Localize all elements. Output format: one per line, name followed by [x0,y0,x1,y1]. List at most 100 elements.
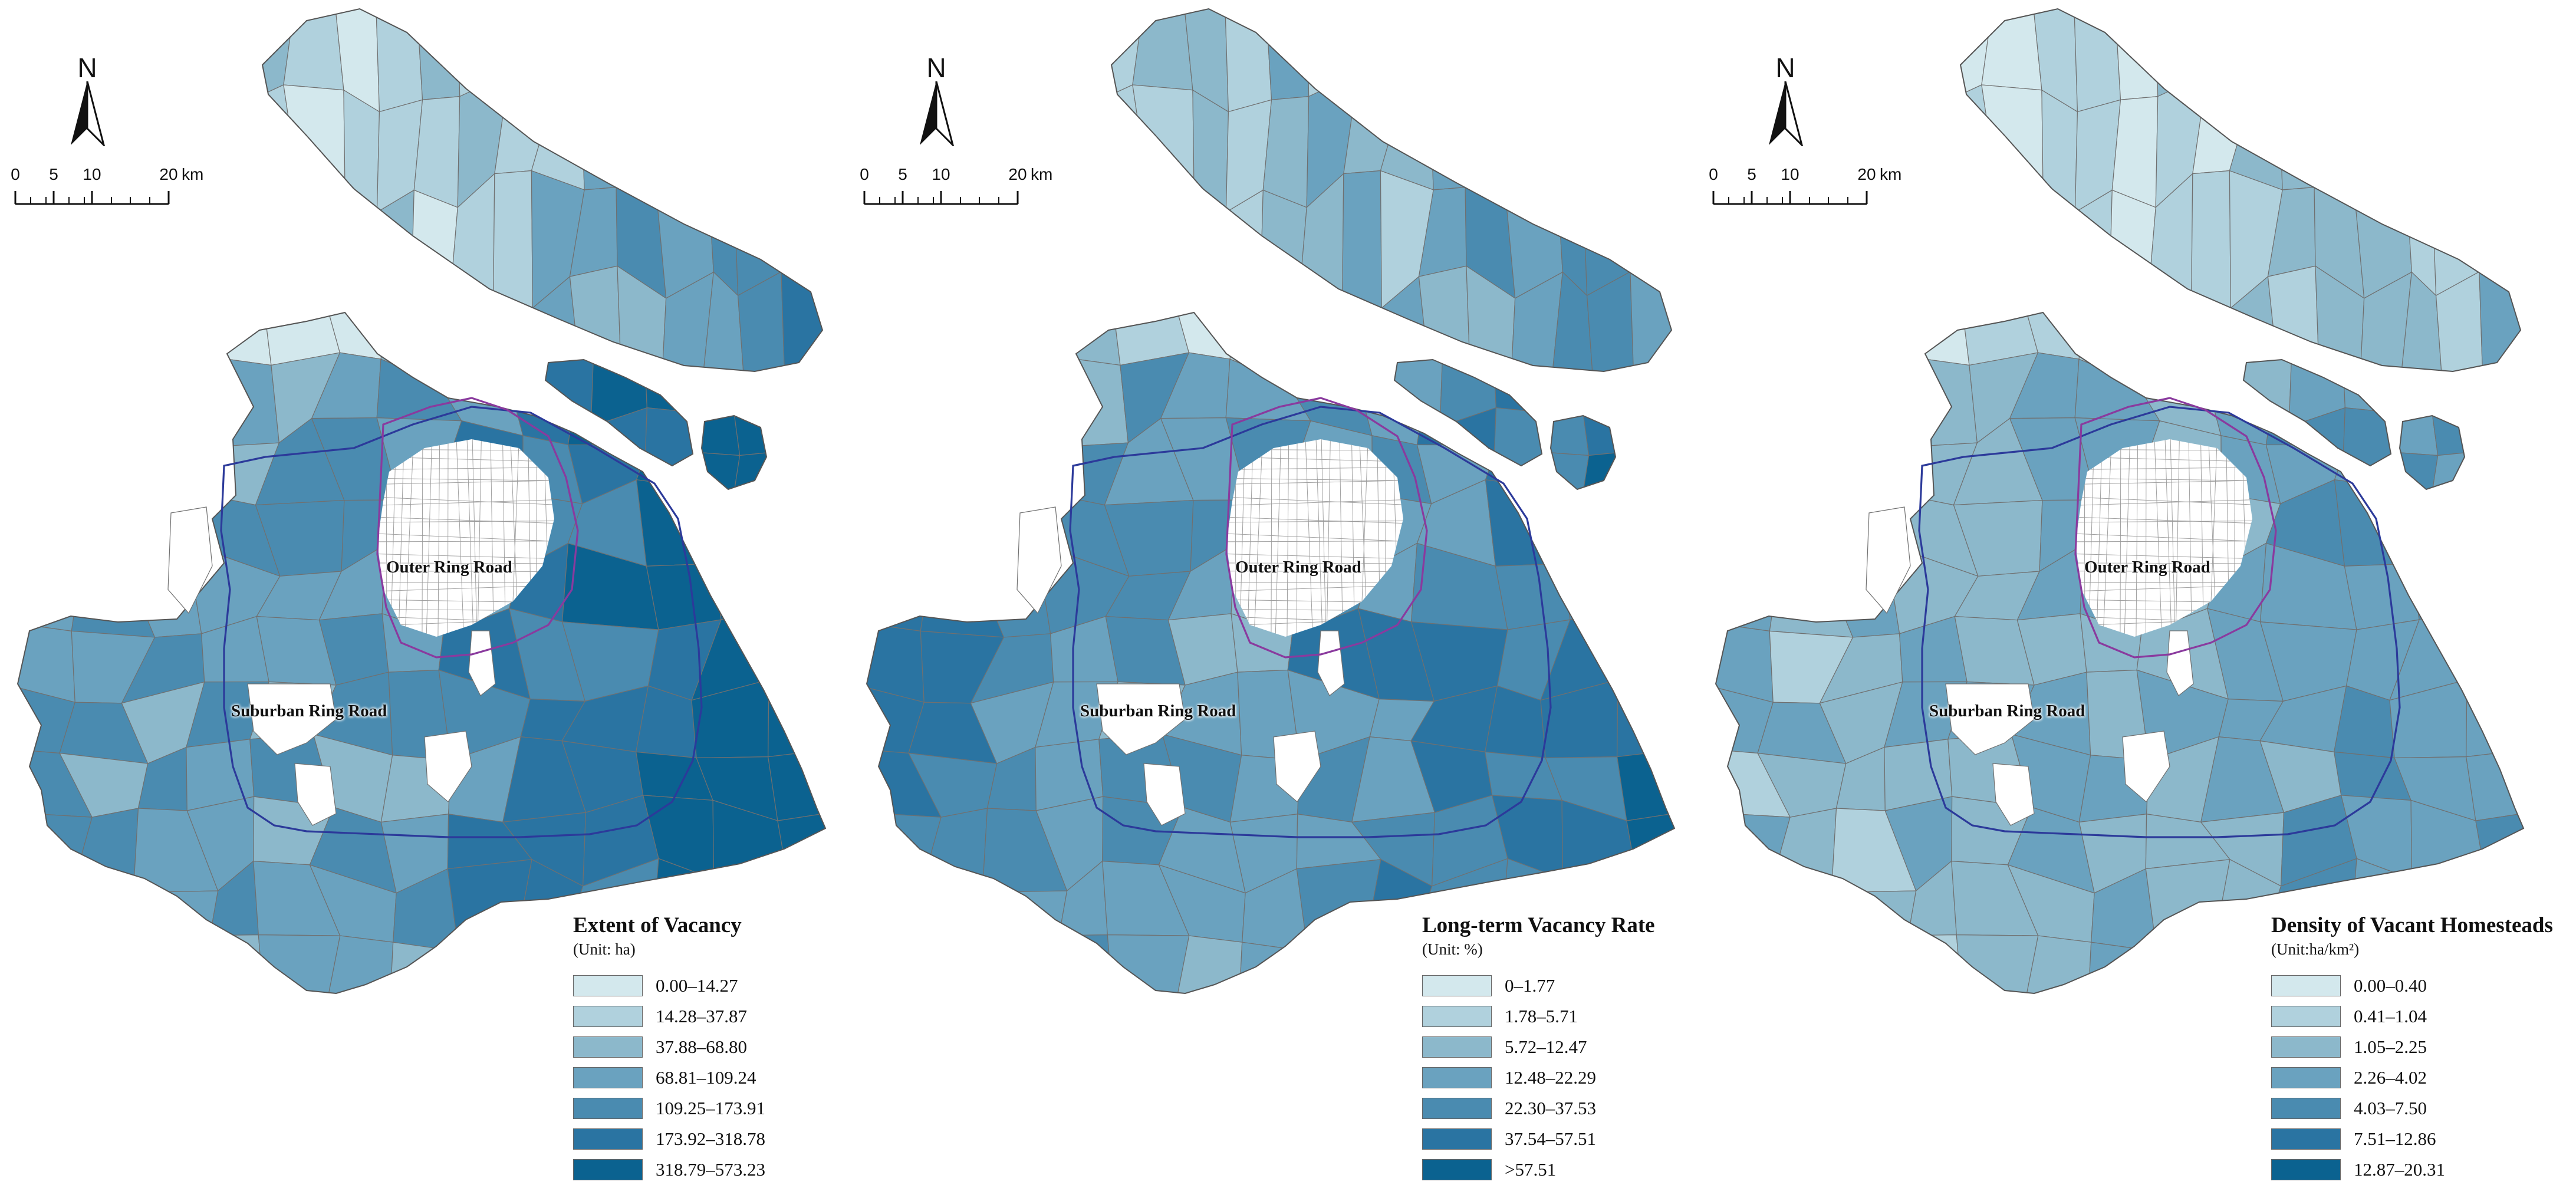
legend-item: 12.48–22.29 [1422,1062,1752,1093]
legend-item: 4.03–7.50 [2271,1093,2576,1124]
urban-core [1226,439,1403,637]
district-polygon [867,432,922,501]
district-polygon [761,559,825,624]
district-polygon [620,9,666,124]
district-polygon [733,452,766,489]
district-polygon [766,496,825,564]
district-polygon [18,432,73,501]
district-polygon [1772,936,1851,993]
no-data-area [424,730,472,802]
legend-item: 37.54–57.51 [1422,1124,1752,1154]
district-polygon [1287,312,1366,384]
district-polygon [1238,942,1308,993]
district-polygon [2353,87,2409,215]
legend-item: 1.05–2.25 [2271,1032,2576,1062]
district-polygon [389,942,459,993]
district-polygon [2237,9,2280,110]
district-polygon [1035,353,1129,449]
district-polygon [1583,416,1616,456]
district-polygon [913,499,996,575]
legend-swatch [2271,1036,2341,1058]
district-polygon [2196,9,2248,110]
district-polygon [343,89,380,213]
no-data-area [468,630,496,696]
district-polygon [18,938,77,993]
legend-item: 2.26–4.02 [2271,1062,2576,1093]
district-polygon [71,363,139,442]
legend-label: 1.78–5.71 [1505,1006,1578,1026]
scale-bar-ruler [14,191,170,205]
legend-label: 37.88–68.80 [656,1036,747,1057]
legend-swatch [573,1067,643,1088]
legend-swatch [573,1159,643,1180]
district-polygon [438,312,517,384]
district-polygon [2432,452,2465,489]
legend-label: 4.03–7.50 [2354,1098,2427,1118]
legend-label: 2.26–4.02 [2354,1067,2427,1088]
district-polygon [18,312,80,371]
district-polygon [71,564,156,638]
district-polygon [1430,104,1473,190]
district-polygon [580,9,624,124]
district-polygon [867,496,930,575]
land-outline [866,311,1676,995]
district-polygon [1306,9,1358,97]
north-arrow: N [64,54,111,149]
no-data-area [1945,683,2035,755]
legend-item: 14.28–37.87 [573,1001,903,1032]
district-polygon [1769,363,1837,442]
district-polygon [1981,84,2044,208]
land-outline [1715,311,2525,995]
district-polygon [1429,9,1473,124]
district-polygon [1296,859,1381,952]
no-data-area [2122,730,2170,802]
district-polygon [18,873,77,955]
scale-tick-20: 20 [159,165,178,183]
district-polygon [867,369,929,437]
legend-item: 318.79–573.23 [573,1154,903,1185]
district-polygon [662,9,703,113]
map-canvas [866,8,1676,995]
district-polygon [734,93,792,203]
district-polygon [539,9,582,110]
district-polygon [975,312,1051,364]
legend: Long-term Vacancy Rate (Unit: %) 0–1.77 … [1422,913,1752,1185]
district-polygon [74,936,153,993]
district-polygon [1824,353,1889,449]
district-polygon [1960,191,2001,285]
district-polygon [1716,812,1791,877]
legend-swatch [1422,1159,1492,1180]
district-polygon [1583,93,1641,203]
land-outline [1393,358,1543,467]
district-polygon [1550,111,1588,215]
district-polygon [2334,479,2416,567]
district-polygon [1111,191,1152,285]
district-polygon [2410,563,2466,620]
legend-label: 5.72–12.47 [1505,1036,1587,1057]
district-polygon [1899,934,1963,993]
district-polygon [189,312,272,366]
district-polygon [925,873,1002,955]
map-canvas [17,8,827,995]
district-polygon [65,436,146,501]
district-polygon [1762,499,1845,575]
map-panel-density-of-vacant-homesteads: N 0 5 10 20 km Outer Ring Road Suburban … [1698,0,2557,1198]
legend-swatch [573,1128,643,1150]
legend: Extent of Vacancy (Unit: ha) 0.00–14.27 … [573,913,903,1185]
district-polygon [447,859,532,952]
legend-item: 173.92–318.78 [573,1124,903,1154]
district-polygon [1623,93,1672,192]
scale-tick-20: 20 [1857,165,1876,183]
outer-ring-road [1225,397,1428,659]
scale-unit: km [182,165,204,183]
district-polygon [867,812,942,877]
outer-ring-road [376,397,579,659]
legend-title: Long-term Vacancy Rate [1422,913,1655,937]
no-data-area [1992,763,2035,826]
district-polygon [2472,93,2521,192]
district-polygon [200,934,265,993]
district-polygon [545,360,594,427]
district-polygon [1050,934,1114,993]
no-data-area [1273,730,1321,802]
north-arrow-letter: N [1775,52,1795,83]
